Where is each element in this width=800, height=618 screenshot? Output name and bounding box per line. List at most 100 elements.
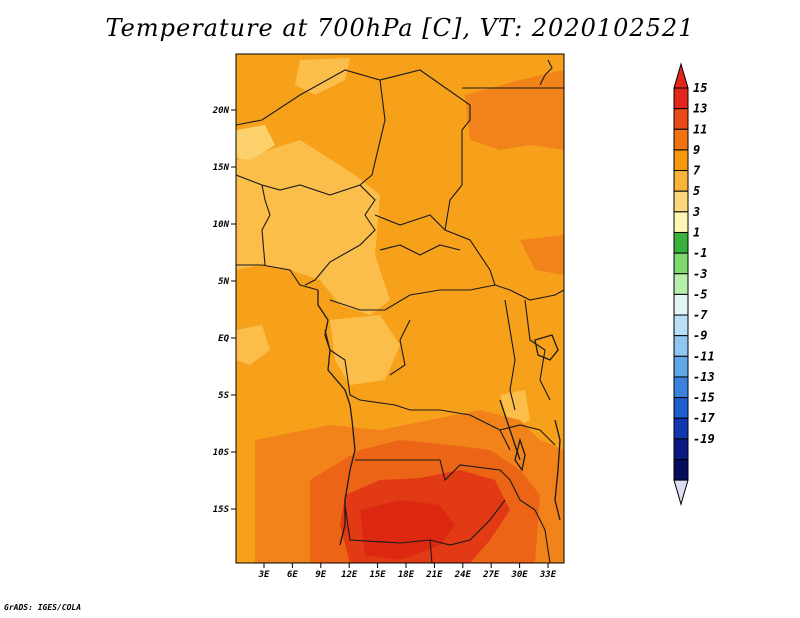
border-line — [379, 244, 461, 256]
colorbar-label: 13 — [693, 102, 707, 116]
border-line — [389, 319, 411, 376]
longitude-label: 21E — [425, 570, 443, 580]
colorbar: 15 13 11 9 7 5 3 1 -1 -3 -5 -7 -9 -11 -13 -15 -17 -19 — [673, 62, 715, 506]
country-borders — [236, 59, 564, 563]
longitude-label: 30E — [510, 570, 528, 580]
warm-region-northeast — [465, 70, 564, 150]
map-area — [235, 53, 565, 564]
cool-region-coast — [236, 325, 270, 365]
latitude-label: 10S — [213, 448, 230, 458]
temperature-field — [236, 58, 564, 563]
colorbar-label: 7 — [693, 164, 701, 178]
latitude-label: 10N — [213, 220, 230, 230]
latitude-label: 5S — [218, 391, 229, 401]
colorbar-segment — [673, 314, 689, 337]
grads-credit: GrADS: IGES/COLA — [4, 603, 82, 612]
longitude-label: 15E — [369, 570, 386, 580]
map-title: Temperature at 700hPa [C], VT: 202010252… — [105, 14, 695, 42]
lake-victoria — [534, 334, 559, 361]
colorbar-segment — [673, 108, 689, 130]
colorbar-segment — [673, 87, 689, 110]
colorbar-label: -1 — [693, 246, 707, 260]
latitude-label: 5N — [218, 277, 229, 287]
longitude-label: 33E — [539, 570, 557, 580]
border-line — [519, 499, 551, 563]
longitude-axis: 3E 6E 9E 12E 15E 18E 21E 24E 27E 30E 33E — [258, 563, 557, 580]
longitude-label: 18E — [398, 570, 415, 580]
latitude-axis: 20N 15N 10N 5N EQ 5S 10S 15S — [212, 106, 236, 515]
colorbar-segment — [673, 273, 689, 295]
colorbar-label: -11 — [693, 349, 715, 363]
colorbar-segment — [673, 149, 689, 172]
colorbar-segment — [673, 335, 689, 357]
colorbar-label: 9 — [693, 143, 700, 157]
colorbar-label: -9 — [693, 329, 707, 343]
border-line — [504, 299, 516, 411]
border-line — [499, 424, 556, 446]
lake-tanganyika — [499, 399, 521, 461]
cool-region-central — [330, 315, 400, 385]
colorbar-top-arrow — [673, 62, 689, 89]
border-line — [261, 184, 271, 266]
colorbar-label: 1 — [693, 225, 700, 239]
longitude-label: 12E — [341, 570, 358, 580]
colorbar-segment — [673, 438, 689, 461]
colorbar-segment — [673, 252, 689, 275]
coastline-west — [317, 290, 356, 546]
latitude-label: EQ — [218, 334, 229, 344]
coastline — [317, 290, 561, 546]
colorbar-segment — [673, 128, 689, 151]
colorbar-label: 11 — [693, 122, 707, 136]
colorbar-segment — [673, 376, 689, 399]
lake-malawi — [514, 437, 526, 472]
border-line — [236, 174, 361, 196]
border-line — [236, 264, 319, 291]
colorbar-label: -5 — [693, 287, 707, 301]
colorbar-label: -15 — [693, 391, 715, 405]
colorbar-label: -19 — [693, 432, 715, 446]
border-line — [329, 284, 496, 311]
border-line — [524, 299, 551, 401]
border-line — [374, 214, 564, 301]
longitude-label: 6E — [287, 570, 298, 580]
longitude-label: 24E — [454, 570, 472, 580]
border-line — [429, 539, 433, 563]
latitude-label: 20N — [212, 106, 230, 116]
cool-region-north — [295, 58, 350, 95]
coastline-east — [554, 419, 561, 521]
colorbar-segment — [673, 459, 689, 481]
colorbar-segment — [673, 293, 689, 316]
colorbar-label: -7 — [693, 308, 708, 322]
border-line — [355, 459, 521, 501]
colorbar-label: 5 — [693, 184, 700, 198]
longitude-label: 9E — [315, 570, 326, 580]
border-line — [236, 69, 471, 231]
colorbar-segment — [673, 211, 689, 233]
colorbar-segment — [673, 231, 689, 254]
border-line — [344, 499, 506, 546]
colorbar-segment — [673, 190, 689, 213]
border-line — [539, 59, 553, 86]
colorbar-label: -13 — [693, 370, 715, 384]
cool-region-sahel — [236, 140, 390, 315]
colorbar-segment — [673, 417, 689, 440]
warm-region-east-mid — [520, 235, 564, 275]
latitude-label: 15N — [213, 163, 230, 173]
colorbar-label: 15 — [693, 81, 707, 95]
colorbar-segment — [673, 397, 689, 419]
colorbar-segment — [673, 355, 689, 378]
latitude-label: 15S — [213, 505, 230, 515]
hottest-region-south — [360, 500, 455, 560]
colorbar-segment — [673, 170, 689, 192]
border-line — [324, 329, 511, 451]
colorbar-bottom-arrow — [673, 479, 689, 506]
border-line — [304, 79, 386, 286]
longitude-label: 27E — [482, 570, 500, 580]
cool-region-northwest — [236, 125, 275, 160]
map-frame — [235, 53, 565, 564]
colorbar-label: -3 — [693, 267, 707, 281]
longitude-label: 3E — [258, 570, 270, 580]
colorbar-label: -17 — [693, 411, 715, 425]
colorbar-label: 3 — [692, 205, 700, 219]
